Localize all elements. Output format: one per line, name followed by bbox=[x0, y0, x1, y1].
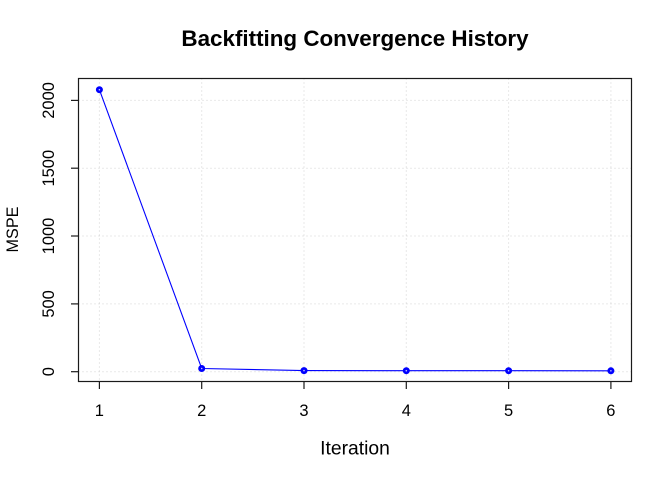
svg-text:4: 4 bbox=[402, 402, 411, 420]
svg-text:500: 500 bbox=[40, 290, 58, 318]
svg-text:3: 3 bbox=[299, 402, 308, 420]
svg-text:0: 0 bbox=[40, 367, 58, 376]
svg-text:1000: 1000 bbox=[40, 218, 58, 255]
svg-text:MSPE: MSPE bbox=[4, 206, 22, 252]
svg-text:1: 1 bbox=[95, 402, 104, 420]
svg-text:Backfitting Convergence Histor: Backfitting Convergence History bbox=[181, 26, 529, 51]
svg-text:2000: 2000 bbox=[40, 82, 58, 119]
svg-text:Iteration: Iteration bbox=[320, 439, 390, 460]
svg-text:2: 2 bbox=[197, 402, 206, 420]
svg-text:5: 5 bbox=[504, 402, 513, 420]
svg-text:6: 6 bbox=[606, 402, 615, 420]
svg-text:1500: 1500 bbox=[40, 150, 58, 187]
